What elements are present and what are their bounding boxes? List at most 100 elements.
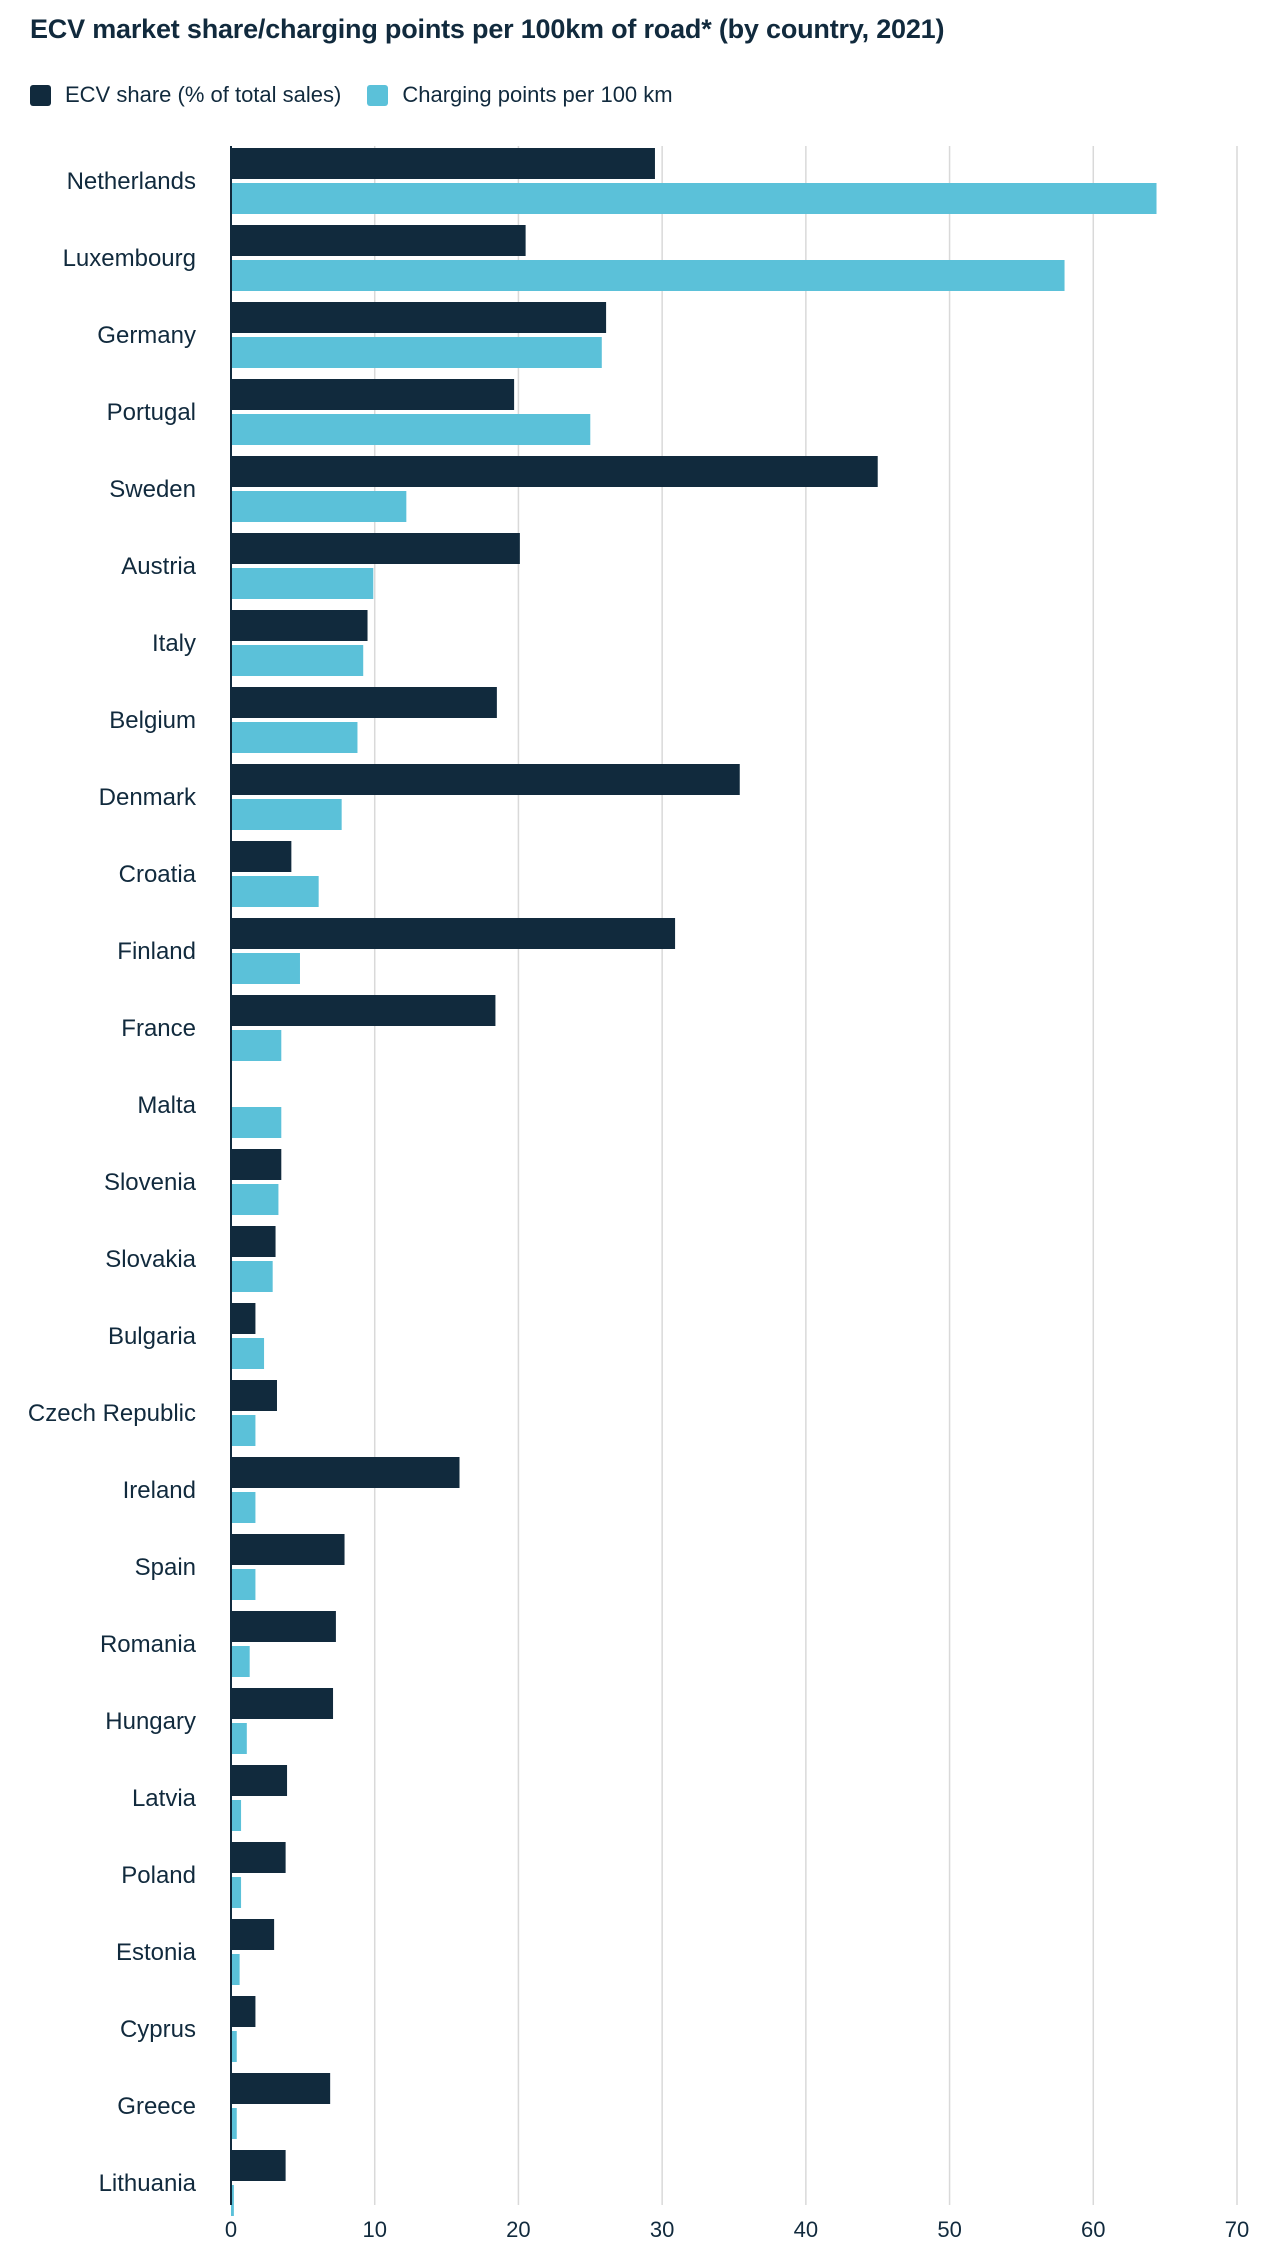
category-label: Malta: [137, 1092, 196, 1119]
category-label: Croatia: [119, 861, 197, 888]
charging-bar: [231, 1030, 282, 1061]
ecv-bar: [231, 1765, 288, 1796]
ecv-bar: [231, 379, 515, 410]
x-tick-label: 60: [1081, 2217, 1105, 2242]
tick-labels: 0 10 20 30 40 50 60 70: [225, 2217, 1249, 2242]
ecv-bar: [231, 2150, 286, 2181]
category-label: Cyprus: [120, 2016, 196, 2043]
ecv-bar: [231, 1611, 336, 1642]
category-label: Sweden: [109, 476, 196, 503]
charging-bar: [231, 1492, 256, 1523]
ecv-bar: [231, 1303, 256, 1334]
charging-bar: [231, 183, 1157, 214]
charging-bar: [231, 1184, 279, 1215]
legend-swatch-charging: [367, 84, 389, 106]
ecv-bar: [231, 1226, 276, 1257]
category-label: Bulgaria: [108, 1323, 197, 1350]
category-label: Poland: [121, 1862, 196, 1889]
ecv-bar: [231, 2073, 331, 2104]
legend-swatch-ecv: [30, 84, 51, 106]
charging-bar: [231, 2031, 237, 2062]
gridlines: [373, 146, 1238, 2205]
charging-bar: [231, 260, 1065, 291]
x-tick-label: 30: [650, 2217, 674, 2242]
category-label: Spain: [135, 1554, 196, 1581]
x-tick-label: 70: [1225, 2217, 1249, 2242]
x-tick-label: 0: [225, 2217, 237, 2242]
category-label: Luxembourg: [63, 245, 196, 272]
legend-label-ecv: ECV share (% of total sales): [65, 82, 342, 107]
charging-bar: [231, 1954, 240, 1985]
charging-bar: [231, 2185, 234, 2216]
charging-bar: [231, 645, 364, 676]
ecv-bar: [231, 1457, 460, 1488]
ecv-bar: [231, 533, 520, 564]
category-label: Netherlands: [67, 168, 196, 195]
ecv-bar: [231, 1919, 275, 1950]
x-tick-label: 20: [506, 2217, 530, 2242]
x-tick-label: 40: [794, 2217, 818, 2242]
category-label: Belgium: [109, 707, 196, 734]
ecv-bar: [231, 610, 368, 641]
category-label: Greece: [117, 2093, 196, 2120]
category-label: Italy: [152, 630, 196, 657]
charging-bar: [231, 1800, 242, 1831]
legend: ECV share (% of total sales) Charging po…: [30, 80, 699, 110]
charging-bar: [231, 1646, 250, 1677]
ecv-bar: [231, 1380, 277, 1411]
category-label: Czech Republic: [28, 1400, 196, 1427]
ecv-bar: [231, 841, 292, 872]
ecv-bar: [231, 225, 526, 256]
charging-bar: [231, 953, 300, 984]
ecv-bar: [231, 1149, 282, 1180]
category-label: Estonia: [116, 1939, 197, 1966]
ecv-bar: [231, 302, 607, 333]
ecv-bar: [231, 764, 740, 795]
legend-item-charging: Charging points per 100 km: [367, 82, 673, 108]
bars: [231, 148, 1157, 2216]
charging-bar: [231, 1415, 256, 1446]
ecv-bar: [231, 995, 496, 1026]
charging-bar: [231, 1261, 273, 1292]
charging-bar: [231, 1877, 242, 1908]
legend-label-charging: Charging points per 100 km: [402, 82, 673, 107]
x-tick-label: 10: [362, 2217, 386, 2242]
charging-bar: [231, 337, 602, 368]
charging-bar: [231, 722, 358, 753]
charging-bar: [231, 1338, 265, 1369]
category-label: Romania: [100, 1631, 197, 1658]
category-label: Lithuania: [99, 2170, 197, 2197]
chart-title: ECV market share/charging points per 100…: [30, 14, 945, 44]
ecv-bar: [231, 1688, 334, 1719]
legend-item-ecv: ECV share (% of total sales): [30, 82, 341, 108]
category-label: Denmark: [99, 784, 197, 811]
ecv-bar: [231, 1534, 345, 1565]
category-label: Portugal: [107, 399, 196, 426]
charging-bar: [231, 491, 407, 522]
ecv-bar: [231, 456, 878, 487]
category-label: France: [121, 1015, 196, 1042]
charging-bar: [231, 799, 342, 830]
charging-bar: [231, 1107, 282, 1138]
category-label: Hungary: [105, 1708, 196, 1735]
category-label: Finland: [117, 938, 196, 965]
category-label: Latvia: [132, 1785, 197, 1812]
category-label: Austria: [121, 553, 196, 580]
charging-bar: [231, 1569, 256, 1600]
charging-bar: [231, 568, 374, 599]
ecv-bar: [231, 918, 676, 949]
charging-bar: [231, 876, 319, 907]
ecv-bar: [231, 1842, 286, 1873]
category-labels: Netherlands Luxembourg Germany Portugal Swed…: [28, 168, 197, 2197]
charging-bar: [231, 414, 591, 445]
ecv-bar: [231, 148, 655, 179]
ecv-bar: [231, 687, 497, 718]
charging-bar: [231, 2108, 237, 2139]
category-label: Germany: [97, 322, 196, 349]
charging-bar: [231, 1723, 247, 1754]
category-label: Slovenia: [104, 1169, 197, 1196]
ecv-bar: [231, 1996, 256, 2027]
x-tick-label: 50: [937, 2217, 961, 2242]
category-label: Slovakia: [105, 1246, 196, 1273]
